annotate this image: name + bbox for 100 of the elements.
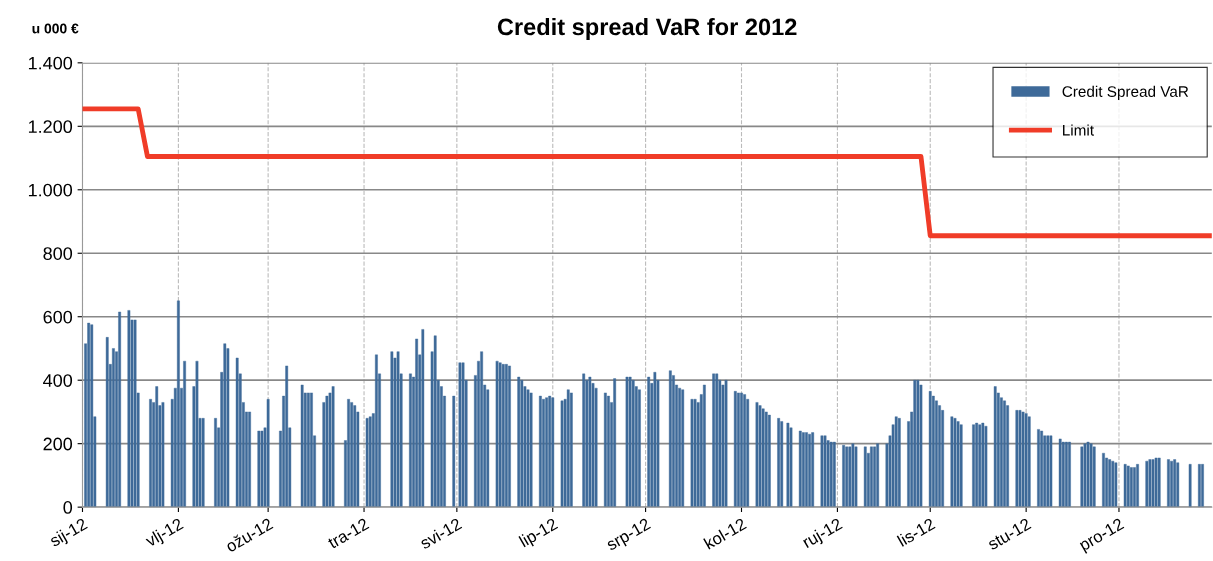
bar xyxy=(876,443,880,508)
bar xyxy=(829,441,833,508)
bar xyxy=(613,378,617,508)
bar xyxy=(721,384,725,508)
bar xyxy=(1173,459,1177,508)
bar xyxy=(501,364,505,508)
bar xyxy=(1151,459,1155,508)
bar xyxy=(808,433,811,508)
bar xyxy=(832,441,836,508)
bar xyxy=(1114,462,1118,508)
bar xyxy=(331,386,335,508)
bar xyxy=(1027,416,1031,508)
y-tick-label: 600 xyxy=(43,310,73,324)
x-tick-label: lis-12 xyxy=(896,517,936,547)
bar xyxy=(325,395,329,508)
bar xyxy=(653,372,657,508)
bar xyxy=(690,399,694,508)
bar xyxy=(257,430,261,508)
bar xyxy=(1058,438,1062,508)
bar xyxy=(452,395,456,508)
bar xyxy=(1015,410,1019,508)
bar xyxy=(306,392,310,508)
bar xyxy=(628,376,632,508)
bar xyxy=(647,376,651,508)
bar xyxy=(638,389,641,508)
bar xyxy=(993,386,997,508)
bar xyxy=(1126,465,1130,508)
bar xyxy=(365,418,369,508)
bar xyxy=(780,421,784,508)
bar xyxy=(1154,457,1158,508)
bar xyxy=(545,397,548,508)
bar xyxy=(560,400,564,508)
bar xyxy=(894,416,898,508)
bar xyxy=(786,422,790,508)
bar xyxy=(569,392,573,508)
bar xyxy=(266,399,270,508)
bar xyxy=(897,418,901,508)
bar xyxy=(724,379,728,508)
x-tick-label: lip-12 xyxy=(518,517,560,551)
bar xyxy=(551,397,555,508)
bar xyxy=(1123,464,1127,508)
bar xyxy=(1046,435,1050,508)
bar xyxy=(916,379,920,508)
bar xyxy=(223,343,227,508)
bar xyxy=(396,351,400,508)
bar xyxy=(842,445,845,508)
bar xyxy=(715,373,719,508)
bar xyxy=(582,373,586,508)
bar xyxy=(285,365,289,508)
bar xyxy=(693,399,697,508)
bar xyxy=(863,446,867,508)
y-axis-title: u 000 € xyxy=(32,23,79,34)
bar xyxy=(913,379,917,508)
bar xyxy=(1061,441,1065,508)
bar xyxy=(235,357,239,508)
bar xyxy=(851,443,855,508)
bar xyxy=(668,370,672,508)
bar xyxy=(1176,462,1180,508)
bar xyxy=(1188,464,1192,508)
y-tick-label: 800 xyxy=(43,247,73,260)
y-tick-label: 0 xyxy=(63,501,73,514)
y-tick-label: 400 xyxy=(43,374,73,387)
x-tick-label: vlj-12 xyxy=(143,517,186,551)
bar xyxy=(1129,467,1133,508)
bar xyxy=(733,391,737,508)
bar xyxy=(214,418,217,508)
bar xyxy=(743,394,746,508)
bar xyxy=(368,416,372,508)
x-tick-label: sij-12 xyxy=(48,517,90,550)
bar xyxy=(931,395,935,508)
bar xyxy=(1080,446,1084,508)
bar xyxy=(777,418,780,508)
bar xyxy=(350,402,354,508)
bar xyxy=(1167,459,1170,508)
bar xyxy=(848,446,852,508)
bar xyxy=(1157,457,1161,508)
bar xyxy=(767,414,771,508)
bar xyxy=(177,300,180,508)
bar xyxy=(703,384,706,508)
bar xyxy=(1108,459,1112,508)
y-tick-label: 1.000 xyxy=(28,183,73,197)
bar xyxy=(375,354,378,508)
bar xyxy=(588,376,592,508)
bar xyxy=(1148,459,1152,508)
bar xyxy=(458,362,462,508)
bar xyxy=(820,435,824,508)
bar xyxy=(594,387,598,508)
bar xyxy=(1024,413,1028,508)
bar xyxy=(526,389,530,508)
bar xyxy=(539,395,542,508)
bar xyxy=(764,411,768,508)
bar xyxy=(520,379,524,508)
bar xyxy=(870,446,873,508)
bar xyxy=(566,389,570,508)
bar xyxy=(981,422,985,508)
bar xyxy=(1086,441,1090,508)
bar xyxy=(1049,435,1053,508)
bar xyxy=(1105,457,1108,508)
bar xyxy=(755,402,759,508)
bar xyxy=(1102,452,1105,508)
